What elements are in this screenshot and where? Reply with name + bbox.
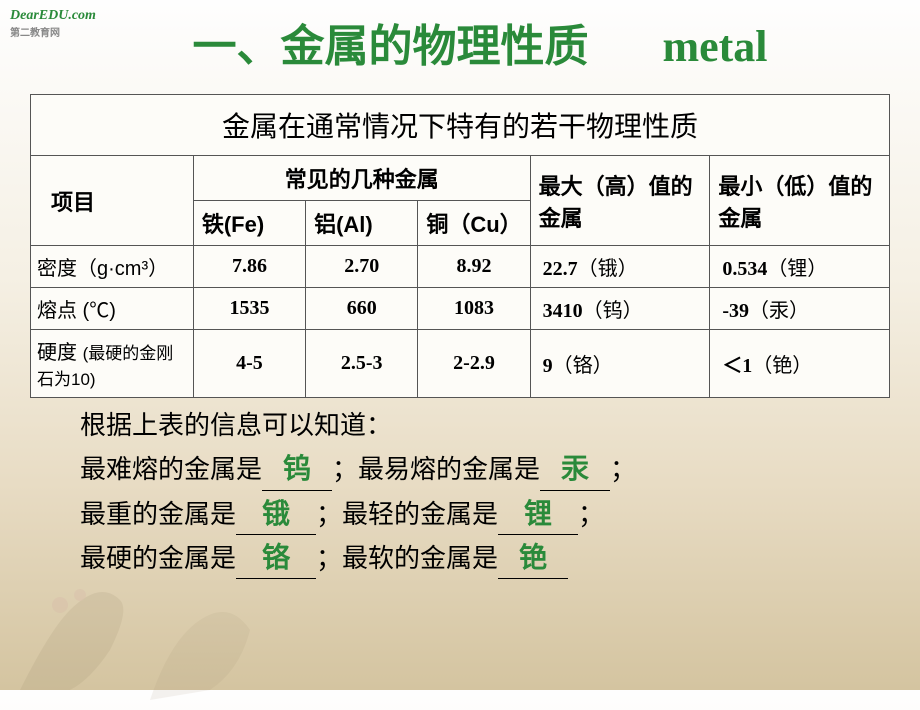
- properties-table: 金属在通常情况下特有的若干物理性质 项目 常见的几种金属 最大（高）值的金属 最…: [30, 94, 890, 398]
- melting-min: -39（汞）: [710, 288, 890, 330]
- title-row: 一、金属的物理性质 metal: [0, 0, 920, 74]
- table-header-row-1: 项目 常见的几种金属 最大（高）值的金属 最小（低）值的金属: [31, 156, 890, 201]
- qa-line-2: 最重的金属是锇；最轻的金属是锂；: [80, 491, 860, 535]
- density-cu: 8.92: [418, 246, 530, 288]
- answer-hardest: 铬: [262, 543, 290, 574]
- qa-line-3: 最硬的金属是铬；最软的金属是铯: [80, 535, 860, 579]
- hdr-fe: 铁(Fe): [193, 201, 305, 246]
- logo-brand: DearEDU.com: [10, 8, 96, 23]
- table-title-row: 金属在通常情况下特有的若干物理性质: [31, 95, 890, 156]
- answer-hardest-melt: 钨: [283, 454, 311, 485]
- melting-max: 3410（钨）: [530, 288, 710, 330]
- qa-line-1: 最难熔的金属是钨；最易熔的金属是汞；: [80, 446, 860, 490]
- row-melting: 熔点 (℃) 1535 660 1083 3410（钨） -39（汞）: [31, 288, 890, 330]
- metal-label: metal: [662, 21, 767, 72]
- hdr-max: 最大（高）值的金属: [530, 156, 710, 246]
- hardness-fe: 4-5: [193, 330, 305, 398]
- answer-softest: 铯: [519, 543, 547, 574]
- melting-fe: 1535: [193, 288, 305, 330]
- qa-intro: 根据上表的信息可以知道：: [80, 406, 860, 446]
- hardness-al: 2.5-3: [306, 330, 418, 398]
- melting-cu: 1083: [418, 288, 530, 330]
- hardness-cu: 2-2.9: [418, 330, 530, 398]
- answer-easiest-melt: 汞: [561, 454, 589, 485]
- hdr-al: 铝(Al): [306, 201, 418, 246]
- table-title: 金属在通常情况下特有的若干物理性质: [31, 95, 890, 156]
- density-al: 2.70: [306, 246, 418, 288]
- hdr-min: 最小（低）值的金属: [710, 156, 890, 246]
- hdr-cu: 铜（Cu）: [418, 201, 530, 246]
- density-min: 0.534（锂）: [710, 246, 890, 288]
- question-block: 根据上表的信息可以知道： 最难熔的金属是钨；最易熔的金属是汞； 最重的金属是锇；…: [80, 406, 860, 579]
- main-title: 一、金属的物理性质: [192, 10, 588, 74]
- melting-al: 660: [306, 288, 418, 330]
- logo: DearEDU.com 第二教育网: [10, 8, 96, 39]
- hardness-min: ＜1（铯）: [710, 330, 890, 398]
- row-hardness: 硬度 (最硬的金刚石为10) 4-5 2.5-3 2-2.9 9（铬） ＜1（铯…: [31, 330, 890, 398]
- properties-table-wrap: 金属在通常情况下特有的若干物理性质 项目 常见的几种金属 最大（高）值的金属 最…: [30, 94, 890, 398]
- density-label: 密度（g·cm³）: [31, 246, 194, 288]
- hdr-common: 常见的几种金属: [193, 156, 530, 201]
- hardness-max: 9（铬）: [530, 330, 710, 398]
- row-density: 密度（g·cm³） 7.86 2.70 8.92 22.7（锇） 0.534（锂…: [31, 246, 890, 288]
- hardness-label: 硬度 (最硬的金刚石为10): [31, 330, 194, 398]
- density-fe: 7.86: [193, 246, 305, 288]
- logo-sub: 第二教育网: [10, 24, 96, 39]
- melting-label: 熔点 (℃): [31, 288, 194, 330]
- hdr-item: 项目: [31, 156, 194, 246]
- density-max: 22.7（锇）: [530, 246, 710, 288]
- answer-heaviest: 锇: [262, 499, 290, 530]
- answer-lightest: 锂: [524, 499, 552, 530]
